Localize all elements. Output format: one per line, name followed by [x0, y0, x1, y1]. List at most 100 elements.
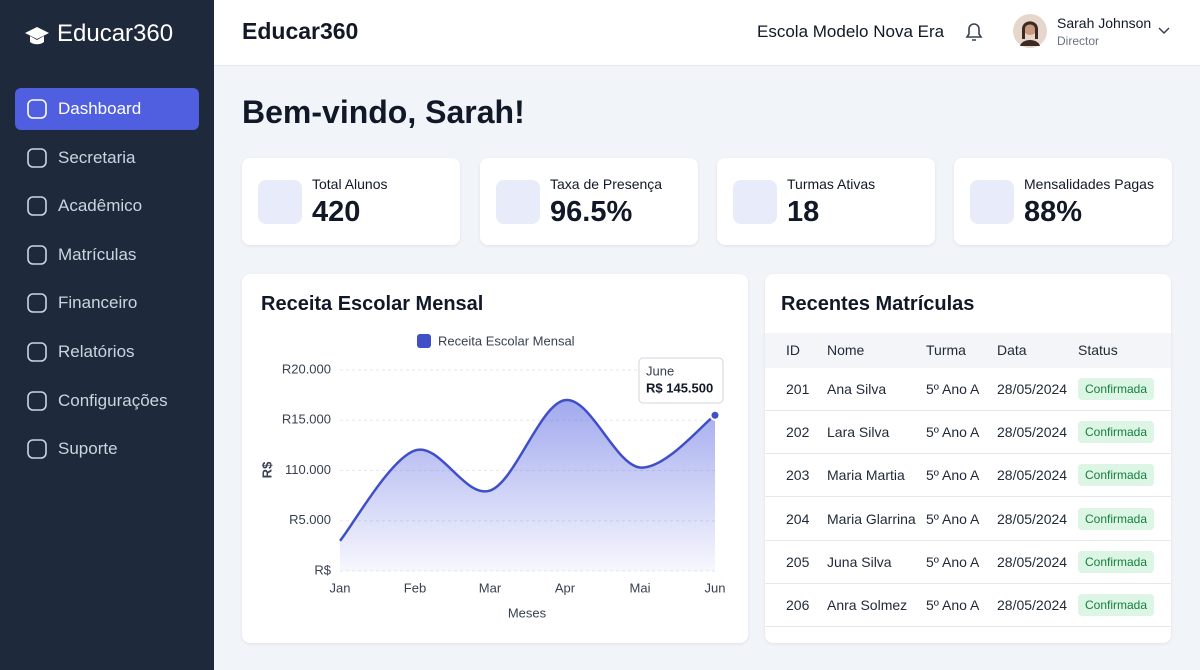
row-divider: [765, 626, 1171, 627]
table-cell: Ana Silva: [827, 381, 887, 397]
status-badge: Confirmada: [1078, 594, 1155, 616]
x-tick-label: Mar: [479, 580, 502, 595]
table-cell: Maria Glarrina: [827, 510, 916, 527]
table-cell: 28/05/2024: [997, 424, 1068, 441]
x-tick-label: Mai: [630, 580, 651, 595]
menu-item[interactable]: Relatórios: [15, 331, 199, 373]
status-badge: Confirmada: [1078, 421, 1155, 444]
table-header: Turma: [926, 342, 966, 358]
stat-value: 88%: [1024, 196, 1083, 228]
header-title: Educar360: [242, 18, 359, 44]
table-cell: 5º Ano A: [926, 510, 980, 527]
stat-label: Mensalidades Pagas: [1024, 176, 1154, 192]
menu-item[interactable]: Financeiro: [15, 282, 199, 324]
stat-card: Taxa de Presença 96.5%: [480, 158, 698, 245]
status-badge: Confirmada: [1078, 550, 1155, 573]
tooltip: [638, 357, 724, 404]
x-tick-label: Feb: [404, 580, 426, 595]
table-cell: 5º Ano A: [926, 381, 980, 397]
status-badge: Confirmada: [1078, 464, 1155, 487]
table-cell: 28/05/2024: [997, 381, 1068, 397]
legend-swatch: [417, 334, 431, 348]
menu-item[interactable]: Configurações: [15, 380, 199, 422]
row-divider: [765, 453, 1171, 455]
table-cell: 28/05/2024: [997, 510, 1068, 527]
row-divider: [765, 539, 1171, 541]
table-header: Data: [997, 342, 1027, 358]
stat-label: Turmas Ativas: [787, 176, 876, 192]
status-badge: Confirmada: [1078, 378, 1155, 400]
table-cell: 28/05/2024: [997, 467, 1068, 484]
table-cell: Juna Silva: [827, 553, 892, 570]
menu-icon: [27, 439, 47, 459]
row-divider: [765, 582, 1171, 584]
row-divider: [765, 410, 1171, 411]
y-tick-label: R$: [314, 562, 331, 577]
table-cell: 5º Ano A: [926, 424, 980, 441]
table-cell: Anra Solmez: [827, 597, 908, 613]
point: [709, 409, 721, 421]
bell-icon[interactable]: [963, 20, 985, 44]
y-tick-label: 110.000: [285, 462, 331, 477]
school-name: Escola Modelo Nova Era: [757, 22, 945, 41]
stat-icon: [970, 180, 1014, 224]
menu-item[interactable]: Dashboard: [15, 88, 199, 130]
table-header: ID: [786, 342, 800, 358]
stat-value: 420: [312, 196, 361, 228]
legend-label: Receita Escolar Mensal: [438, 333, 575, 348]
table-header-bg: [765, 333, 1171, 368]
menu-icon: [27, 390, 47, 411]
menu-icon: [27, 293, 47, 314]
area: [340, 399, 715, 571]
table-cell: 203: [786, 467, 810, 484]
stat-icon: [496, 180, 540, 224]
menu-icon: [27, 196, 47, 216]
table-header: Status: [1078, 342, 1118, 358]
table-title: Recentes Matrículas: [781, 293, 975, 315]
tooltip-title: June: [646, 363, 674, 378]
menu-icon: [27, 147, 47, 168]
y-axis-label: R$: [259, 461, 274, 478]
line: [339, 398, 716, 542]
table-cell: 202: [786, 424, 810, 441]
table-cell: Maria Martia: [827, 467, 905, 484]
table-cell: 28/05/2024: [997, 553, 1068, 570]
menu-item[interactable]: Acadêmico: [15, 185, 199, 227]
menu-item[interactable]: Secretaria: [15, 137, 199, 179]
avatar[interactable]: [1012, 13, 1048, 49]
y-tick-label: R15.000: [282, 412, 331, 427]
user-name: Sarah Johnson: [1057, 15, 1152, 31]
menu-icon: [27, 342, 47, 362]
table-cell: 5º Ano A: [926, 467, 980, 484]
stat-icon: [733, 180, 777, 224]
sidebar: Educar360 Dashboard Secretaria Acadêmico Ma…: [0, 0, 214, 670]
stat-label: Taxa de Presença: [550, 176, 663, 192]
brand-icon: [25, 27, 49, 45]
stat-card: Turmas Ativas 18: [717, 158, 935, 245]
dropdown-icon[interactable]: [1158, 26, 1170, 36]
table-cell: 204: [786, 510, 810, 527]
table-header: Nome: [827, 342, 865, 358]
stat-card: Mensalidades Pagas 88%: [954, 158, 1172, 245]
y-tick-label: R20.000: [282, 361, 331, 376]
menu-item[interactable]: Matrículas: [15, 234, 199, 276]
table-cell: 206: [786, 597, 810, 613]
menu-item[interactable]: Suporte: [15, 428, 199, 470]
tooltip-value: R$ 145.500: [646, 380, 713, 395]
table-cell: 5º Ano A: [926, 553, 980, 570]
stat-value: 96.5%: [550, 196, 633, 228]
x-tick-label: Apr: [555, 580, 576, 595]
table-cell: Lara Silva: [827, 424, 890, 441]
stat-card: Total Alunos 420: [242, 158, 460, 245]
table-cell: 28/05/2024: [997, 597, 1068, 613]
menu-icon: [27, 99, 47, 119]
menu-icon: [27, 244, 47, 265]
stat-label: Total Alunos: [312, 176, 388, 192]
stat-icon: [258, 180, 302, 224]
user-role: Director: [1057, 34, 1100, 48]
x-tick-label: Jan: [330, 580, 351, 595]
stat-value: 18: [787, 196, 820, 228]
y-tick-label: R5.000: [289, 512, 331, 527]
